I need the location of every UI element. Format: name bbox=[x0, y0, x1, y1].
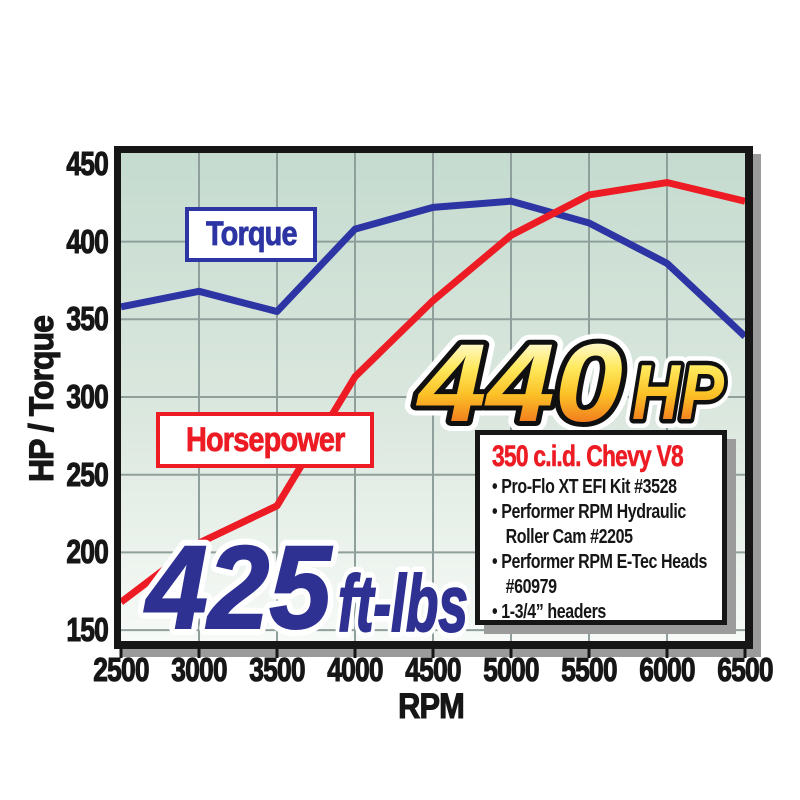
x-tick-label: 5500 bbox=[561, 650, 618, 688]
hp-callout-unit: HP bbox=[632, 348, 725, 436]
horsepower-curve-label-text: Horsepower bbox=[185, 420, 345, 459]
x-tick-label: 3500 bbox=[249, 650, 306, 688]
engine-spec-item: • Performer RPM E-Tec Heads #60979 bbox=[492, 551, 708, 598]
y-axis-title: HP / Torque bbox=[22, 315, 61, 483]
x-tick-label: 2500 bbox=[93, 650, 150, 688]
curve-torque bbox=[121, 197, 745, 339]
engine-spec-item: • Pro-Flo XT EFI Kit #3528 bbox=[492, 476, 677, 498]
torque-peak-callout: 425 ft-lbs 425 ft-lbs bbox=[137, 515, 474, 661]
tq-callout-value-halo: 425 bbox=[144, 522, 333, 654]
y-tick-label: 150 bbox=[66, 611, 109, 649]
y-tick-label: 350 bbox=[66, 300, 109, 338]
tq-callout-unit: ft-lbs bbox=[338, 559, 468, 648]
hp-callout-unit-halo: HP bbox=[632, 348, 725, 436]
x-axis-title: RPM bbox=[398, 686, 466, 726]
x-tick-label: 4500 bbox=[405, 650, 462, 688]
y-tick-label: 250 bbox=[66, 455, 109, 493]
y-tick-label: 400 bbox=[66, 222, 109, 260]
x-tick-label: 6000 bbox=[639, 650, 696, 688]
engine-spec-list: • Pro-Flo XT EFI Kit #3528 • Performer RP… bbox=[492, 475, 722, 623]
y-tick-label: 450 bbox=[66, 144, 109, 182]
torque-curve-label: Torque bbox=[185, 207, 317, 262]
tq-callout-value: 425 bbox=[144, 522, 333, 654]
engine-spec-title: 350 c.i.d. Chevy V8 bbox=[492, 440, 684, 473]
y-tick-label: 300 bbox=[66, 377, 109, 415]
hp-callout-value: 440 bbox=[416, 322, 623, 445]
horsepower-curve-label: Horsepower bbox=[156, 412, 374, 468]
curve-layer bbox=[121, 179, 745, 605]
x-tick-label: 3000 bbox=[171, 650, 228, 688]
engine-spec-item: • 1-3/4” headers bbox=[492, 601, 606, 623]
torque-curve-label-text: Torque bbox=[205, 215, 297, 254]
engine-spec-item: • Performer RPM Hydraulic Roller Cam #22… bbox=[492, 501, 686, 548]
x-tick-label: 6500 bbox=[717, 650, 774, 688]
engine-spec-box: 350 c.i.d. Chevy V8 • Pro-Flo XT EFI Kit… bbox=[475, 430, 727, 625]
curve-horsepower bbox=[121, 179, 745, 605]
x-tick-label: 4000 bbox=[327, 650, 384, 688]
tq-callout-unit-halo: ft-lbs bbox=[338, 559, 468, 648]
x-tick-label: 5000 bbox=[483, 650, 540, 688]
y-tick-label: 200 bbox=[66, 533, 109, 571]
axis-tick-marks bbox=[119, 644, 747, 658]
